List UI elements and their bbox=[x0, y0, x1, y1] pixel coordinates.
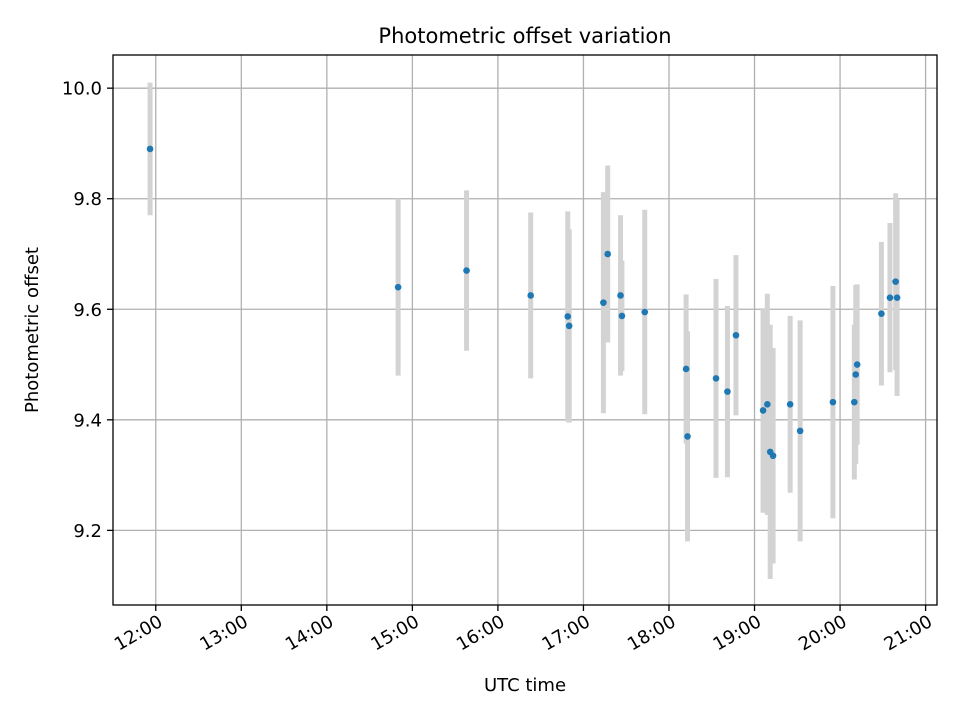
data-point bbox=[604, 250, 611, 258]
data-point bbox=[892, 278, 899, 285]
y-tick-label: 9.8 bbox=[73, 189, 102, 210]
data-point bbox=[853, 361, 861, 368]
data-point bbox=[684, 433, 691, 440]
data-point bbox=[641, 308, 649, 316]
y-tick-label: 9.4 bbox=[73, 410, 102, 431]
data-point bbox=[764, 401, 771, 408]
data-point bbox=[796, 427, 804, 435]
data-point bbox=[829, 398, 837, 406]
y-tick-label: 9.6 bbox=[73, 300, 102, 321]
data-point bbox=[618, 312, 626, 320]
y-tick-label: 10.0 bbox=[62, 79, 102, 100]
chart-title: Photometric offset variation bbox=[378, 24, 671, 48]
data-point bbox=[852, 371, 860, 378]
data-point bbox=[394, 283, 402, 291]
data-point bbox=[878, 310, 885, 317]
data-point bbox=[886, 294, 894, 301]
data-point bbox=[732, 331, 740, 339]
data-point bbox=[463, 267, 470, 274]
y-axis-label: Photometric offset bbox=[22, 247, 43, 413]
data-points bbox=[146, 145, 901, 460]
data-point bbox=[527, 292, 535, 299]
plot-frame bbox=[112, 54, 938, 606]
data-point bbox=[146, 145, 154, 153]
data-point bbox=[600, 299, 607, 306]
y-tick-label: 9.2 bbox=[73, 521, 102, 542]
data-point bbox=[617, 292, 624, 299]
grid bbox=[113, 55, 937, 605]
data-point bbox=[564, 313, 572, 320]
data-point bbox=[759, 407, 767, 414]
data-point bbox=[769, 452, 777, 460]
data-point bbox=[851, 398, 858, 406]
data-point bbox=[712, 375, 720, 382]
data-point bbox=[724, 388, 731, 395]
data-point bbox=[893, 294, 901, 301]
data-point bbox=[682, 365, 690, 373]
y-axis-ticks: 9.2 9.4 9.6 9.8 10.0 bbox=[62, 79, 113, 542]
data-point bbox=[565, 322, 573, 330]
data-point bbox=[786, 401, 794, 408]
x-axis-label: UTC time bbox=[484, 675, 566, 696]
